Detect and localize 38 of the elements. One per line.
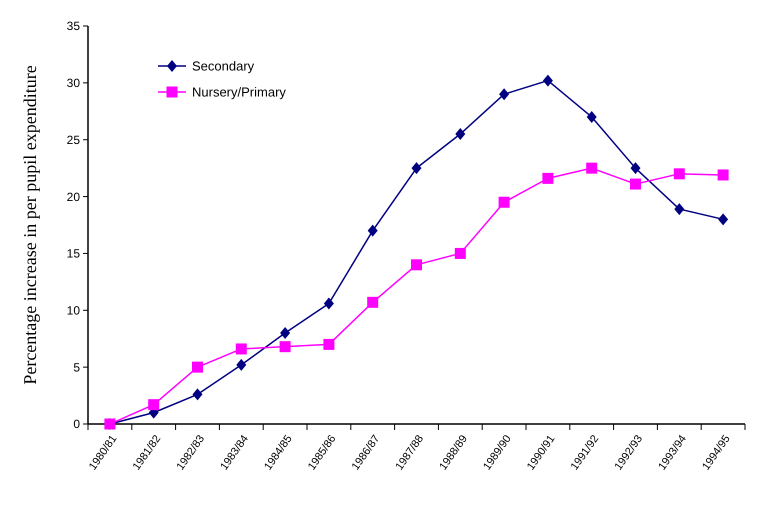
- point: [630, 178, 641, 190]
- legend-label: Nursery/Primary: [192, 84, 286, 100]
- point: [454, 248, 466, 259]
- point: [630, 162, 640, 174]
- y-tick-label: 10: [66, 303, 80, 318]
- y-tick-label: 35: [66, 19, 80, 34]
- point: [674, 203, 684, 216]
- point: [542, 74, 553, 87]
- point: [192, 388, 202, 400]
- point: [236, 343, 247, 354]
- y-tick-label: 30: [66, 76, 80, 90]
- point: [674, 168, 685, 180]
- point: [455, 128, 466, 140]
- point: [718, 213, 728, 226]
- point: [280, 327, 290, 340]
- point: [280, 341, 291, 352]
- y-tick-label: 20: [66, 190, 80, 204]
- point: [411, 259, 422, 270]
- y-tick-label: 0: [73, 417, 80, 432]
- point: [586, 110, 597, 123]
- legend-label: Secondary: [192, 58, 255, 74]
- point: [367, 296, 378, 308]
- point: [236, 358, 246, 371]
- point: [498, 196, 510, 208]
- y-tick-label: 15: [66, 246, 80, 261]
- point: [586, 162, 598, 174]
- point: [718, 169, 729, 180]
- point: [499, 88, 510, 100]
- y-tick-label: 5: [73, 360, 80, 374]
- point: [192, 362, 203, 373]
- point: [148, 399, 160, 410]
- point: [542, 172, 554, 184]
- y-axis-title: Percentage increase in per pupil expenditure: [20, 65, 40, 385]
- point: [368, 224, 378, 237]
- point: [412, 162, 422, 174]
- y-tick-label: 25: [66, 132, 80, 147]
- point: [324, 297, 334, 310]
- point: [323, 338, 334, 350]
